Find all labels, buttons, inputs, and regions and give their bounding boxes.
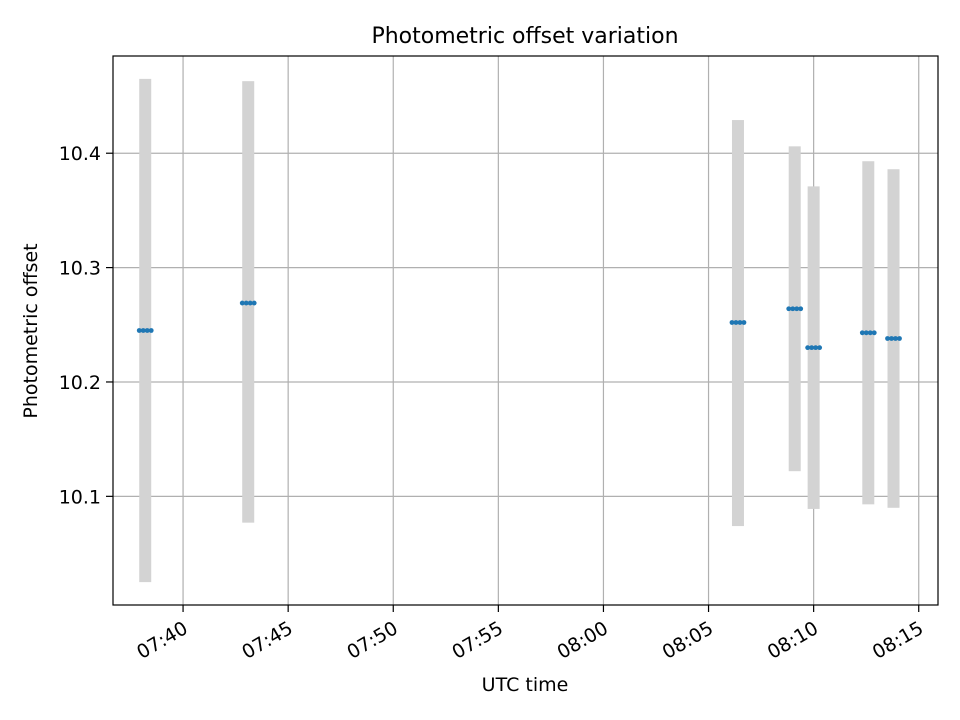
- x-tick-label: 08:15: [869, 617, 927, 663]
- x-tick-label: 07:45: [238, 617, 296, 663]
- y-tick-label: 10.2: [59, 372, 101, 394]
- x-tick-label: 07:40: [133, 617, 191, 663]
- data-point: [729, 320, 747, 325]
- data-point: [859, 330, 877, 336]
- x-tick-label: 07:55: [448, 617, 506, 663]
- y-axis-ticks: 10.1 10.2 10.3 10.4: [59, 143, 113, 508]
- y-tick-label: 10.4: [59, 143, 101, 165]
- y-tick-label: 10.3: [59, 258, 101, 280]
- data-point: [136, 328, 154, 333]
- x-axis-label: UTC time: [482, 674, 569, 696]
- x-tick-label: 07:50: [343, 617, 401, 663]
- x-gridlines: [182, 56, 920, 605]
- plot-frame: [112, 55, 939, 606]
- x-tick-label: 08:05: [659, 617, 717, 663]
- y-tick-label: 10.1: [59, 486, 101, 508]
- y-axis-label: Photometric offset: [20, 243, 42, 418]
- data-points: [136, 300, 902, 351]
- data-point: [239, 300, 257, 306]
- data-point: [885, 336, 902, 341]
- data-point: [786, 306, 804, 312]
- chart-title: Photometric offset variation: [371, 24, 678, 49]
- x-tick-label: 08:00: [554, 617, 612, 663]
- data-point: [805, 345, 823, 351]
- x-axis-ticks: 07:40 07:45 07:50 07:55 08:00 08:05 08:10 08:15: [133, 605, 927, 664]
- x-tick-label: 08:10: [764, 617, 822, 663]
